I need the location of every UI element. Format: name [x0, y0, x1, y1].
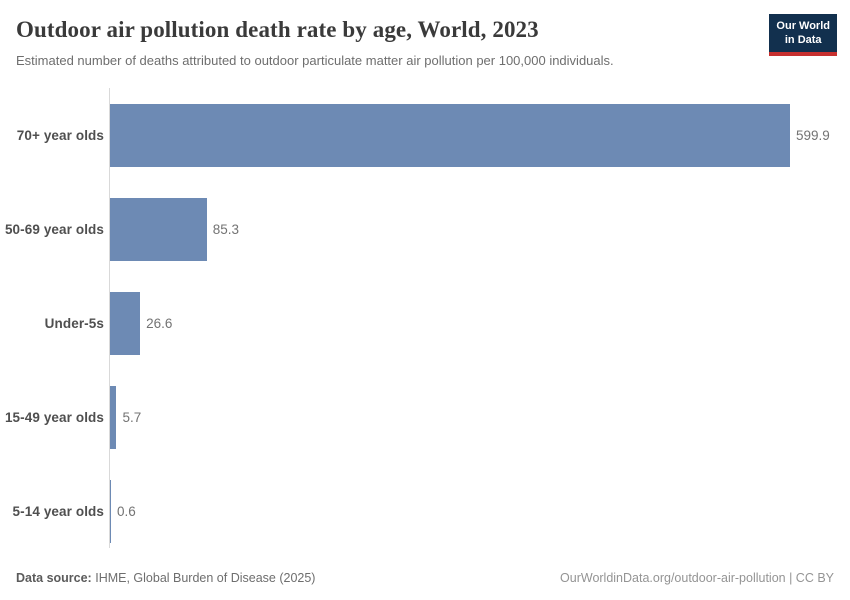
- bar-track: 85.3: [110, 197, 239, 261]
- owid-logo: Our World in Data: [769, 14, 837, 56]
- chart-subtitle: Estimated number of deaths attributed to…: [16, 52, 614, 68]
- bar-track: 0.6: [110, 479, 136, 543]
- value-label: 599.9: [796, 127, 830, 143]
- category-label: 70+ year olds: [16, 127, 104, 143]
- bar-row: 5-14 year olds 0.6: [0, 464, 850, 558]
- data-source-label: Data source:: [16, 571, 92, 585]
- y-axis-line: [109, 88, 110, 548]
- category-label: 50-69 year olds: [4, 221, 104, 237]
- category-label: 15-49 year olds: [4, 409, 104, 425]
- bar-chart: 70+ year olds 599.9 50-69 year olds 85.3 Und…: [0, 88, 850, 558]
- bar-row: 15-49 year olds 5.7: [0, 370, 850, 464]
- value-label: 85.3: [212, 221, 239, 237]
- bar-rows: 70+ year olds 599.9 50-69 year olds 85.3 Und…: [0, 88, 850, 558]
- data-source-value: IHME, Global Burden of Disease (2025): [95, 571, 316, 585]
- bar[interactable]: [110, 479, 111, 543]
- chart-title: Outdoor air pollution death rate by age,…: [16, 17, 539, 42]
- owid-logo-line1: Our World: [776, 20, 830, 32]
- bar[interactable]: [110, 291, 141, 355]
- bar[interactable]: [110, 385, 117, 449]
- value-label: 5.7: [122, 409, 142, 425]
- bar[interactable]: [110, 103, 790, 167]
- bar-track: 599.9: [110, 103, 830, 167]
- chart-footer: Data source: IHME, Global Burden of Dise…: [16, 571, 834, 585]
- bar-track: 5.7: [110, 385, 142, 449]
- bar[interactable]: [110, 197, 207, 261]
- bar-track: 26.6: [110, 291, 173, 355]
- chart-header: Outdoor air pollution death rate by age,…: [16, 16, 755, 69]
- bar-row: Under-5s 26.6: [0, 276, 850, 370]
- value-label: 0.6: [117, 503, 136, 519]
- bar-row: 70+ year olds 599.9: [0, 88, 850, 182]
- owid-logo-line2: in Data: [784, 34, 822, 47]
- data-source: Data source: IHME, Global Burden of Dise…: [16, 571, 315, 585]
- bar-row: 50-69 year olds 85.3: [0, 182, 850, 276]
- footer-link: OurWorldinData.org/outdoor-air-pollution…: [560, 571, 834, 585]
- category-label: 5-14 year olds: [12, 503, 104, 519]
- category-label: Under-5s: [44, 315, 104, 331]
- value-label: 26.6: [146, 315, 173, 331]
